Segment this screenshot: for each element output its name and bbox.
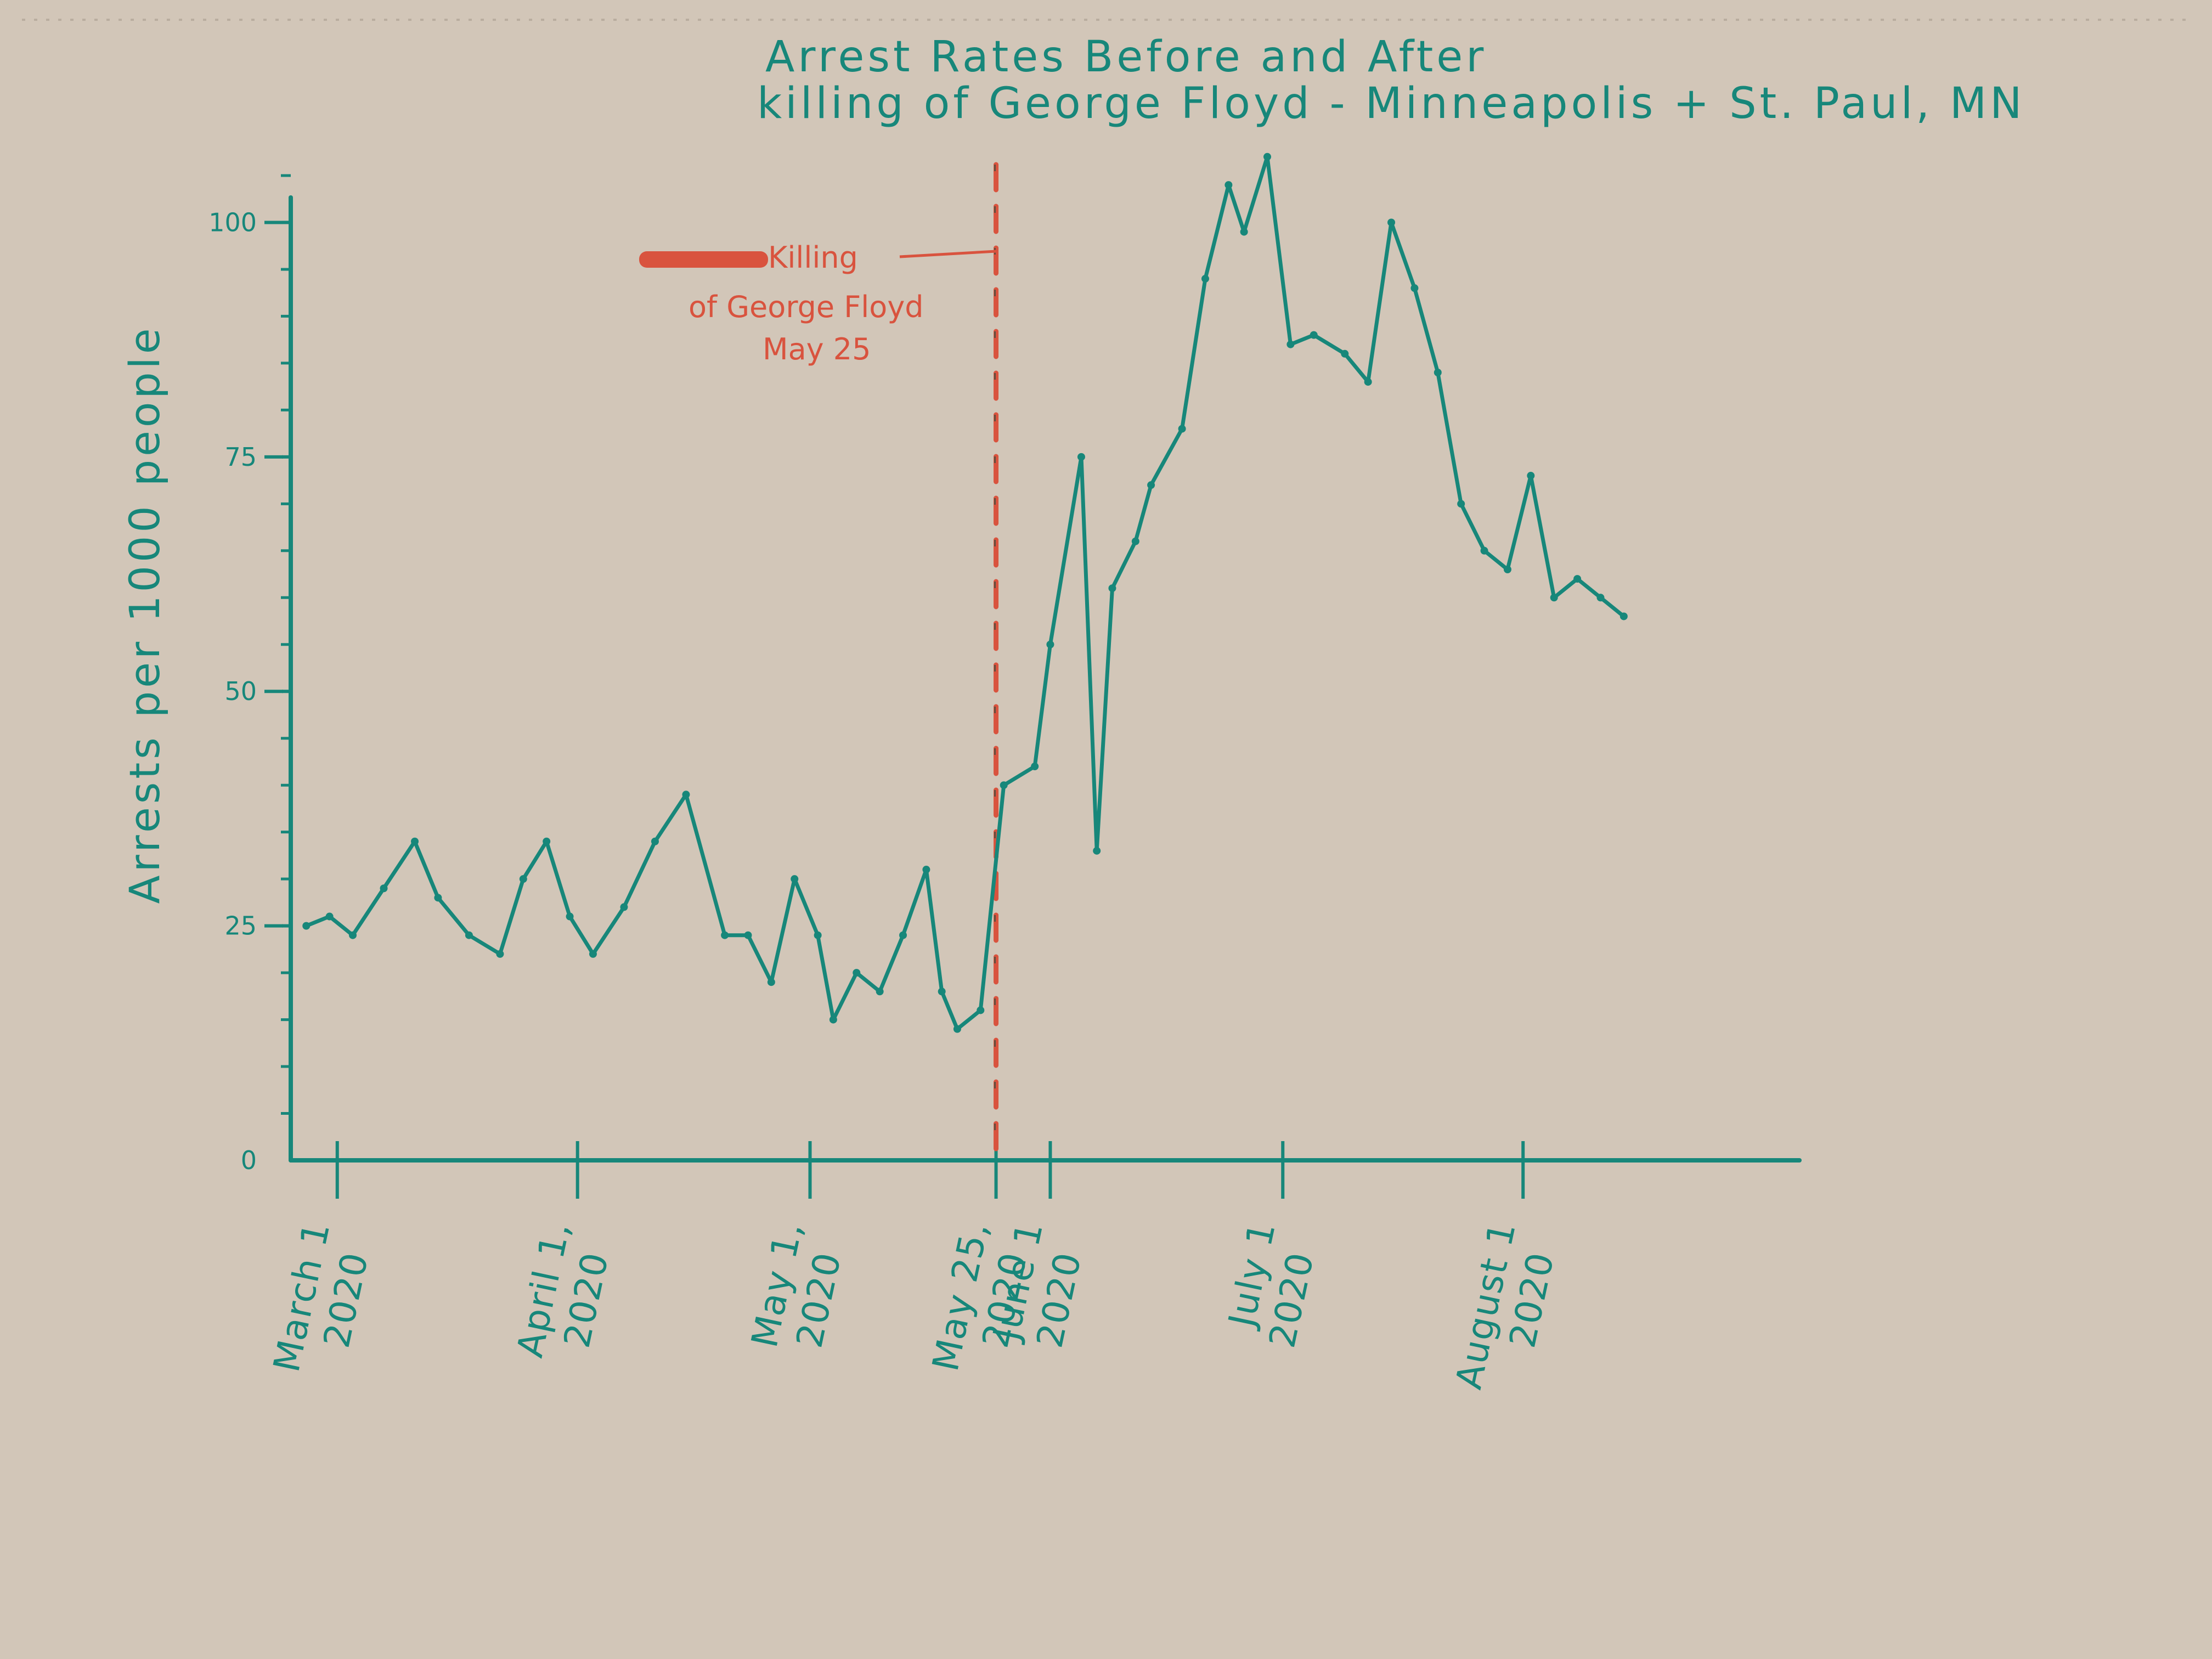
data-point [1573,575,1582,583]
annotation-line-3: May 25 [763,332,871,366]
data-point [1240,228,1248,236]
data-point [953,1025,961,1033]
data-point [349,931,357,939]
chart-title-line-2: killing of George Floyd - Minneapolis + … [757,79,2025,128]
annotation-scribble [639,251,768,268]
data-point [620,903,628,911]
series-line-arrest-rate [304,155,1626,1031]
y-axis-label: Arrests per 1000 people [120,325,169,904]
data-point [1077,453,1085,461]
data-point [519,875,527,883]
data-point [791,875,799,883]
data-point [1263,153,1271,161]
data-point [411,837,419,845]
data-point [543,837,551,845]
data-point [589,950,597,958]
data-point [1550,594,1558,602]
annotation-line-2: of George Floyd [689,290,924,324]
data-point [682,791,690,799]
data-point [899,931,907,939]
data-point [1310,331,1318,339]
x-tick-label: May 1,2020 [743,1217,850,1351]
data-point [876,988,884,996]
data-point [1503,566,1511,573]
data-point [938,988,946,996]
y-tick-label: 25 [224,911,257,941]
data-point [1147,481,1155,489]
data-point [1000,781,1008,789]
y-ticks: 0 25 50 75 100 [208,207,291,1175]
data-point [1364,378,1372,386]
data-point [1031,763,1039,770]
data-point [1341,349,1349,358]
data-point [767,978,775,986]
data-point [1108,584,1116,592]
data-point [853,969,861,977]
data-point [1201,275,1209,283]
data-point [1093,847,1101,855]
y-tick-label: 50 [224,676,257,706]
data-point [651,837,659,845]
data-point [1387,218,1396,227]
y-tick-label: 0 [241,1146,257,1175]
data-point [922,866,930,874]
y-tick-label: 75 [224,442,257,472]
annotation-line-1: Killing [768,240,858,275]
data-point [721,931,729,939]
data-point [302,922,311,930]
data-point [1286,340,1295,348]
data-point [1178,425,1186,433]
data-point [566,912,574,921]
data-point [1527,472,1535,480]
data-point [1434,369,1442,376]
data-point [1046,640,1054,648]
data-point [1131,537,1139,545]
y-minor-ticks [281,174,291,1115]
data-point [744,931,752,939]
data-point [380,884,388,893]
data-point [829,1015,837,1024]
data-point [325,912,334,921]
data-point [1596,594,1605,602]
annotation-arrow [899,250,996,258]
data-point [1410,284,1419,292]
data-point [814,931,822,939]
chart-title-line-1: Arrest Rates Before and After [765,32,1487,82]
data-point [1620,612,1628,620]
data-point [1480,546,1488,555]
data-point [465,931,473,939]
data-point [977,1006,985,1014]
x-tick-label: April 1,2020 [509,1217,617,1361]
y-tick-label: 100 [208,207,257,237]
data-point [1457,500,1465,508]
data-point [496,950,504,958]
data-point [434,894,442,902]
data-point [1224,181,1233,189]
series-points [302,153,1628,1033]
